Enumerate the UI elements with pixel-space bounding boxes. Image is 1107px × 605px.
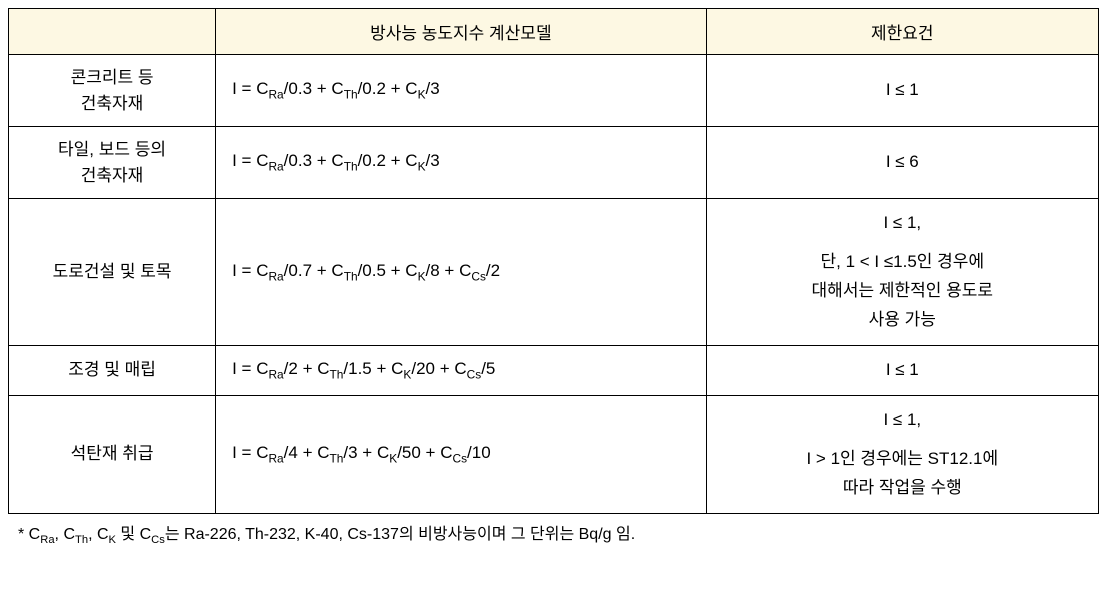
table-row: 타일, 보드 등의건축자재 I = CRa/0.3 + CTh/0.2 + CK… (9, 127, 1099, 199)
cell-formula: I = CRa/0.3 + CTh/0.2 + CK/3 (216, 127, 707, 199)
table-row: 콘크리트 등건축자재 I = CRa/0.3 + CTh/0.2 + CK/3 … (9, 55, 1099, 127)
cell-category: 조경 및 매립 (9, 345, 216, 395)
header-category (9, 9, 216, 55)
cell-formula: I = CRa/2 + CTh/1.5 + CK/20 + CCs/5 (216, 345, 707, 395)
cell-category: 타일, 보드 등의건축자재 (9, 127, 216, 199)
cell-category: 석탄재 취급 (9, 395, 216, 513)
cell-constraint: I ≤ 1 (706, 55, 1098, 127)
header-formula: 방사능 농도지수 계산모델 (216, 9, 707, 55)
table-header-row: 방사능 농도지수 계산모델 제한요건 (9, 9, 1099, 55)
cell-category: 콘크리트 등건축자재 (9, 55, 216, 127)
table-row: 도로건설 및 토목 I = CRa/0.7 + CTh/0.5 + CK/8 +… (9, 199, 1099, 346)
table-row: 조경 및 매립 I = CRa/2 + CTh/1.5 + CK/20 + CC… (9, 345, 1099, 395)
cell-formula: I = CRa/4 + CTh/3 + CK/50 + CCs/10 (216, 395, 707, 513)
table-footnote: * CRa, CTh, CK 및 CCs는 Ra-226, Th-232, K-… (8, 514, 1099, 546)
cell-constraint: I ≤ 1,I > 1인 경우에는 ST12.1에따라 작업을 수행 (706, 395, 1098, 513)
cell-category: 도로건설 및 토목 (9, 199, 216, 346)
table-row: 석탄재 취급 I = CRa/4 + CTh/3 + CK/50 + CCs/1… (9, 395, 1099, 513)
cell-formula: I = CRa/0.7 + CTh/0.5 + CK/8 + CCs/2 (216, 199, 707, 346)
cell-formula: I = CRa/0.3 + CTh/0.2 + CK/3 (216, 55, 707, 127)
header-constraint: 제한요건 (706, 9, 1098, 55)
cell-constraint: I ≤ 6 (706, 127, 1098, 199)
cell-constraint: I ≤ 1,단, 1 < I ≤1.5인 경우에대해서는 제한적인 용도로사용 … (706, 199, 1098, 346)
radiation-index-table: 방사능 농도지수 계산모델 제한요건 콘크리트 등건축자재 I = CRa/0.… (8, 8, 1099, 514)
cell-constraint: I ≤ 1 (706, 345, 1098, 395)
